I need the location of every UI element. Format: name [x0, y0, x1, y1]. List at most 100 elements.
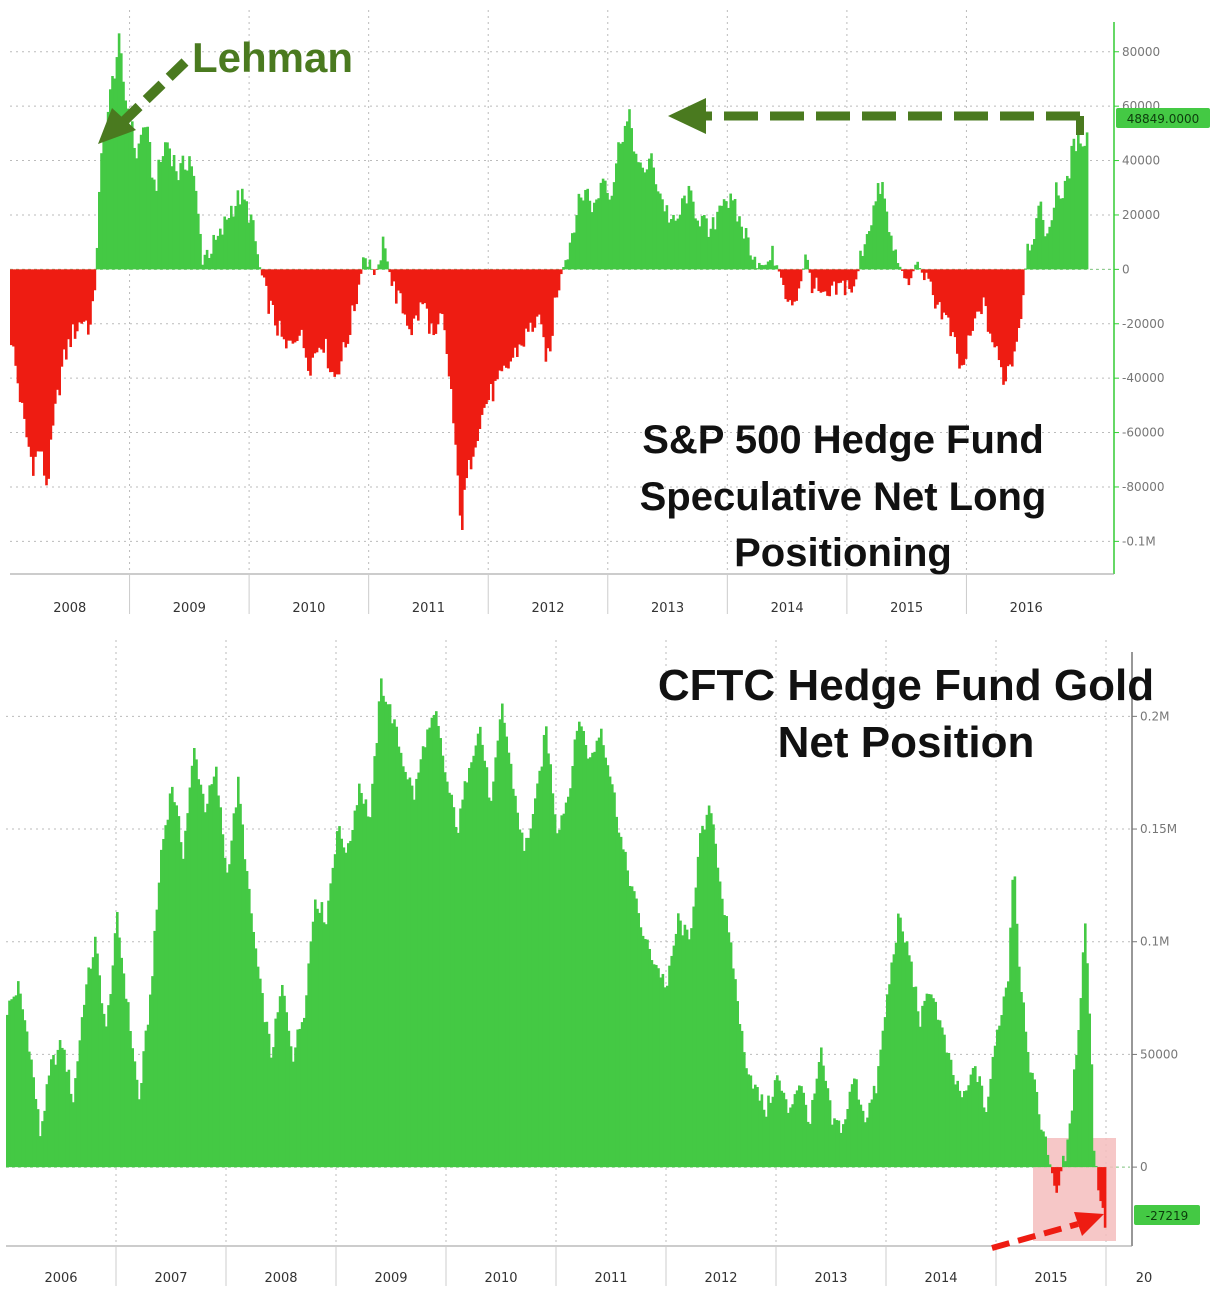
data-bar: [993, 269, 996, 348]
data-bar: [942, 269, 946, 313]
data-bar: [395, 726, 398, 1168]
data-bar: [52, 1054, 55, 1168]
data-bar: [129, 1031, 132, 1168]
data-bar: [311, 269, 314, 358]
data-bar: [27, 269, 31, 447]
data-bar: [421, 746, 425, 1168]
data-bar: [564, 260, 567, 270]
data-bar: [124, 998, 128, 1168]
data-bar: [94, 936, 97, 1168]
data-bar: [60, 269, 64, 367]
data-bar: [542, 269, 545, 338]
data-bar: [808, 269, 812, 273]
data-bar: [375, 269, 378, 270]
data-bar: [39, 1136, 42, 1168]
data-bar: [989, 269, 992, 334]
data-bar: [725, 201, 728, 270]
data-bar: [296, 269, 299, 341]
x-tick-label: 2012: [704, 1271, 737, 1286]
data-bar: [846, 1109, 849, 1168]
data-bar: [302, 269, 306, 349]
data-bar: [813, 269, 816, 289]
data-bar: [410, 785, 414, 1168]
data-bar: [190, 166, 193, 270]
data-bar: [368, 259, 372, 270]
data-bar: [588, 200, 592, 270]
data-bar: [1024, 1031, 1028, 1168]
top-title-line-2: Speculative Net Long: [640, 475, 1047, 519]
data-bar: [705, 218, 708, 270]
data-bar: [1037, 1114, 1041, 1168]
data-bar: [809, 1123, 812, 1168]
data-bar: [536, 783, 539, 1168]
data-bar: [326, 269, 330, 369]
data-bar: [874, 201, 878, 270]
data-bar: [626, 870, 629, 1168]
data-bar: [888, 984, 891, 1168]
data-bar: [509, 763, 513, 1168]
data-bar: [274, 1018, 277, 1168]
data-bar: [304, 269, 308, 358]
data-bar: [549, 764, 552, 1168]
data-bar: [775, 265, 779, 270]
data-bar: [243, 859, 247, 1168]
data-bar: [927, 269, 930, 279]
data-bar: [192, 175, 196, 270]
data-bar: [364, 799, 368, 1168]
data-bar: [793, 269, 796, 302]
data-bar: [593, 202, 596, 270]
data-bar: [751, 1088, 755, 1168]
data-bar: [723, 915, 726, 1168]
data-bar: [828, 269, 831, 297]
data-bar: [234, 807, 238, 1168]
data-bar: [518, 269, 521, 345]
data-bar: [371, 783, 374, 1168]
data-bar: [566, 259, 570, 270]
data-bar: [410, 269, 413, 336]
data-bar: [786, 269, 790, 302]
data-bar: [217, 795, 220, 1168]
data-bar: [327, 900, 330, 1168]
data-bar: [406, 269, 409, 326]
data-bar: [377, 264, 380, 270]
data-bar: [562, 813, 566, 1168]
data-bar: [866, 1117, 869, 1168]
data-bar: [852, 269, 856, 287]
data-bar: [663, 987, 667, 1168]
data-bar: [43, 1110, 46, 1168]
data-bar: [1081, 146, 1084, 270]
data-bar: [492, 781, 495, 1168]
data-bar: [58, 269, 61, 396]
data-bar: [252, 220, 255, 270]
data-bar: [256, 966, 260, 1168]
y-tick-label: 0: [1122, 262, 1130, 276]
data-bar: [910, 961, 913, 1168]
data-bar: [1004, 987, 1008, 1168]
data-bar: [1070, 1110, 1074, 1168]
data-bar: [791, 269, 794, 306]
data-bar: [333, 269, 336, 377]
data-bar: [914, 264, 917, 270]
data-bar: [204, 812, 207, 1168]
y-tick-label: 0.2M: [1140, 709, 1169, 723]
data-bar: [437, 725, 440, 1168]
data-bar: [479, 726, 482, 1168]
data-bar: [896, 263, 900, 270]
data-bar: [247, 222, 251, 270]
data-bar: [51, 269, 55, 426]
data-bar: [688, 939, 691, 1168]
data-bar: [848, 1091, 852, 1168]
data-bar: [199, 233, 202, 270]
x-tick-label: 2013: [651, 601, 684, 616]
data-bar: [364, 258, 367, 270]
data-bar: [575, 730, 579, 1168]
data-bar: [573, 739, 577, 1168]
data-bar: [313, 269, 317, 354]
data-bar: [210, 253, 213, 270]
data-bar: [857, 1099, 860, 1168]
data-bar: [905, 941, 909, 1168]
data-bar: [799, 269, 803, 282]
data-bar: [1037, 205, 1040, 270]
data-bar: [270, 1057, 273, 1168]
data-bar: [102, 141, 105, 270]
